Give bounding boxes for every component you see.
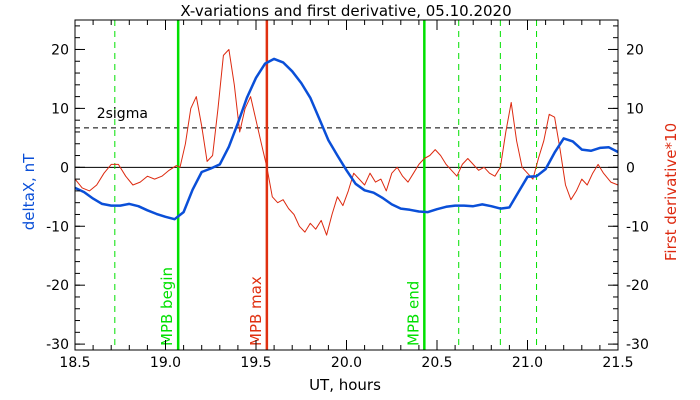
y-tick-label-right: 10 [626,101,644,117]
chart-title: X-variations and first derivative, 05.10… [180,2,511,20]
x-tick-label: 21.0 [512,355,543,371]
y-axis-label-right: First derivative*10 [662,123,680,261]
x-tick-label: 19.0 [150,355,181,371]
x-tick-label: 19.5 [240,355,271,371]
y-tick-label-left: -10 [46,219,69,235]
y-axis-label-left: deltaX, nT [20,153,38,230]
y-tick-label-left: 0 [60,160,69,176]
y-tick-label-left: -30 [46,337,69,353]
deltax-line [74,57,619,221]
y-tick-label-left: 10 [51,101,69,117]
y-tick-label-left: -20 [46,278,69,294]
y-tick-label-right: -10 [626,219,649,235]
y-tick-label-right: -20 [626,278,649,294]
x-tick-label: 20.0 [331,355,362,371]
y-tick-label-right: -30 [626,337,649,353]
y-tick-label-left: 20 [51,42,69,58]
x-tick-label: 21.5 [602,355,633,371]
x-tick-label: 18.5 [59,355,90,371]
derivative-line [74,49,619,236]
mpb-end-label: MPB end [404,281,422,346]
plot-area: 2sigma MPB begin MPB max MPB end 18.5 19.0 19.… [46,19,649,371]
mpb-begin-label: MPB begin [158,267,176,346]
mpb-max-label: MPB max [247,276,265,346]
y-tick-label-right: 20 [626,42,644,58]
x-axis-label: UT, hours [309,376,381,394]
two-sigma-label: 2sigma [97,106,148,122]
y-tick-label-right: 0 [626,160,635,176]
x-tick-label: 20.5 [421,355,452,371]
